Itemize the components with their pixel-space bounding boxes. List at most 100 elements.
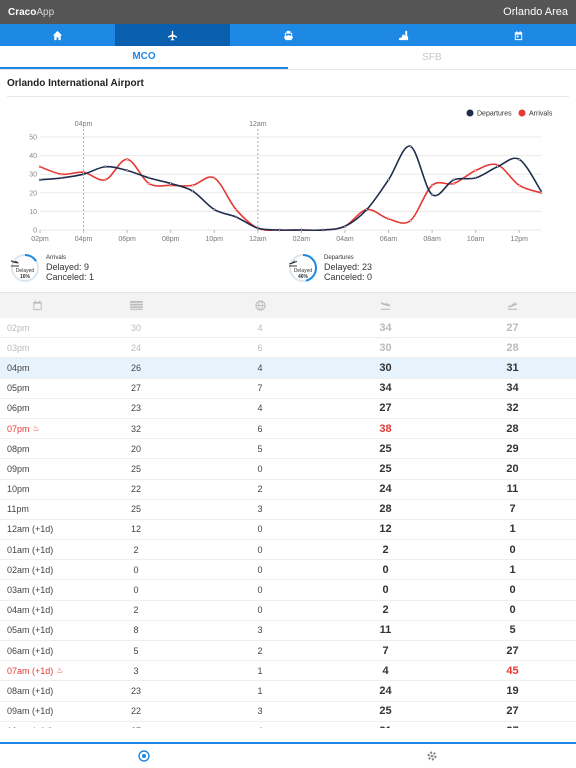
table-row[interactable]: 01am (+1d) 2 0 2 0 — [0, 540, 576, 561]
cell-international: 7 — [198, 383, 322, 393]
departures-delay-gauge: Delayed 46% — [288, 253, 318, 283]
x-tick-label: 08pm — [162, 236, 180, 243]
cell-international: 4 — [198, 403, 322, 413]
table-row[interactable]: 02am (+1d) 0 0 0 1 — [0, 560, 576, 581]
arrivals-point — [191, 184, 194, 187]
cell-arrivals: 24 — [322, 685, 449, 697]
cell-domestic-value: 3 — [133, 665, 139, 676]
tab-sfb[interactable]: SFB — [422, 52, 442, 63]
departures-point — [125, 169, 129, 172]
explore-button[interactable] — [0, 744, 288, 768]
legend-label: Departures — [477, 111, 512, 118]
cell-international-value: 0 — [257, 463, 263, 474]
cell-international-value: 4 — [257, 403, 263, 414]
x-tick-label: 12am — [249, 236, 267, 243]
table-row[interactable]: 10am (+1d) 27 4 31 27 — [0, 722, 576, 728]
cell-international-value: 1 — [257, 665, 263, 676]
arrivals-gauge-ring — [11, 254, 39, 282]
table-row[interactable]: 02pm 30 4 34 27 — [0, 318, 576, 339]
departures-point — [38, 178, 42, 181]
table-row[interactable]: 09am (+1d) 22 3 25 27 — [0, 702, 576, 722]
gauge-percent: 46% — [297, 274, 308, 280]
table-row[interactable]: 07pm ♨ 32 6 38 28 — [0, 419, 576, 440]
arrivals-point — [125, 158, 129, 161]
cell-international: 0 — [198, 464, 322, 474]
legend-label: Arrivals — [529, 111, 553, 118]
table-row[interactable]: 03am (+1d) 0 0 0 0 — [0, 580, 576, 601]
cell-domestic-value: 27 — [131, 726, 141, 728]
arrivals-point — [496, 163, 499, 167]
app-name: CracoApp — [8, 6, 55, 18]
cell-arrivals: 24 — [322, 483, 449, 495]
cell-international-value: 2 — [257, 484, 263, 495]
nav-home[interactable] — [0, 24, 115, 46]
col-departures-header[interactable] — [449, 300, 576, 311]
cell-time: 06am (+1d) — [0, 646, 74, 656]
cell-arrivals: 34 — [322, 382, 449, 394]
cell-international: 0 — [198, 524, 322, 534]
arrivals-point — [474, 169, 477, 172]
cell-domestic: 0 — [74, 565, 198, 575]
x-tick-label: 02pm — [31, 236, 49, 243]
arrivals-delay-gauge: Delayed 16% — [10, 253, 40, 283]
cell-time: 02am (+1d) — [0, 565, 74, 575]
table-row[interactable]: 06am (+1d) 5 2 7 27 — [0, 641, 576, 662]
col-arrivals-header[interactable] — [322, 300, 449, 311]
cell-arrivals-value: 0 — [382, 563, 389, 576]
cell-arrivals-value: 7 — [382, 644, 389, 657]
table-row[interactable]: 07am (+1d) ♨ 3 1 4 45 — [0, 661, 576, 682]
table-row[interactable]: 08am (+1d) 23 1 24 19 — [0, 681, 576, 702]
tab-mco[interactable]: MCO — [0, 46, 288, 69]
cell-domestic-value: 22 — [130, 484, 141, 495]
arrivals-line — [39, 158, 542, 232]
cell-domestic: 32 — [74, 424, 198, 434]
table-row[interactable]: 06pm 23 4 27 32 — [0, 399, 576, 419]
arrivals-point — [518, 184, 521, 187]
table-row[interactable]: 03pm 24 6 30 28 — [0, 338, 576, 359]
arrivals-point — [147, 182, 151, 185]
departures-point — [409, 145, 412, 148]
cell-domestic-value: 5 — [133, 645, 139, 656]
table-row[interactable]: 04am (+1d) 2 0 2 0 — [0, 601, 576, 621]
table-row[interactable]: 12am (+1d) 12 0 12 1 — [0, 520, 576, 541]
table-row[interactable]: 04pm 26 4 30 31 — [0, 358, 576, 379]
cell-time-value: 10am (+1d) — [7, 726, 53, 728]
table-row[interactable]: 05pm 27 7 34 34 — [0, 379, 576, 399]
nav-transit[interactable] — [346, 24, 461, 46]
table-row[interactable]: 05am (+1d) 8 3 11 5 — [0, 621, 576, 641]
cell-departures: 27 — [449, 705, 576, 717]
table-row[interactable]: 10pm 22 2 24 11 — [0, 480, 576, 500]
cell-domestic: 8 — [74, 625, 198, 635]
settings-button[interactable] — [288, 744, 576, 768]
cell-time: 07pm ♨ — [0, 424, 74, 434]
nav-events[interactable] — [461, 24, 576, 46]
cell-domestic-value: 8 — [133, 625, 139, 636]
cell-arrivals: 25 — [322, 443, 449, 455]
nav-airports[interactable] — [115, 24, 231, 46]
col-domestic-header[interactable] — [74, 301, 198, 310]
departures-point — [60, 176, 63, 180]
departures-point — [539, 189, 543, 193]
cell-time-value: 07am (+1d) — [7, 665, 54, 676]
flights-line-chart: 0 10 20 30 40 50 02pm 04pm 06pm 08pm 10pm 12am 02am 0… — [29, 109, 553, 243]
table-row[interactable]: 11pm 25 3 28 7 — [0, 500, 576, 520]
nav-ports[interactable] — [230, 24, 345, 46]
cell-time: 10pm — [0, 484, 74, 494]
table-header — [0, 292, 576, 318]
cell-international-value: 6 — [257, 423, 263, 434]
gear-icon — [427, 751, 437, 761]
table-row[interactable]: 09pm 25 0 25 20 — [0, 459, 576, 480]
cell-departures-value: 45 — [506, 664, 519, 677]
canceled-count: Canceled: 0 — [324, 272, 373, 282]
col-time-header[interactable] — [0, 300, 74, 311]
cell-time-value: 07pm — [7, 423, 30, 434]
table-row[interactable]: 08pm 20 5 25 29 — [0, 439, 576, 460]
cell-international-value: 0 — [257, 524, 263, 535]
cell-arrivals: 38 — [322, 423, 449, 435]
x-tick-label: 10pm — [206, 236, 224, 243]
cell-arrivals: 25 — [322, 463, 449, 475]
cell-domestic: 5 — [74, 646, 198, 656]
cell-arrivals-value: 0 — [382, 584, 389, 597]
col-international-header[interactable] — [198, 300, 322, 311]
cell-international: 6 — [198, 424, 322, 434]
